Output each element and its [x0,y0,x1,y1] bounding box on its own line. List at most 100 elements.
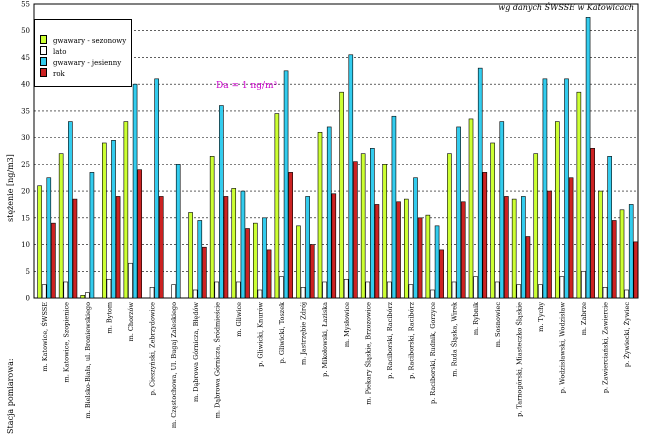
source-note: wg danych ŚWSSE w Katowicach [498,3,634,12]
bar [585,17,591,299]
category-label: p. Mikołowski, Łaziska [321,302,329,377]
legend: gwawary - sezonowy lato gwawary - jesien… [34,19,132,87]
bar [482,172,488,299]
bar [223,196,229,299]
bar [370,148,375,299]
bar [274,113,280,299]
category-label: p. Żywiecki, Żywiec [622,302,631,367]
legend-label: rok [53,70,65,78]
bar [581,270,586,299]
y-tick-label: 30 [21,134,30,142]
bar [387,281,392,299]
legend-swatch [40,46,47,55]
legend-swatch [40,68,47,77]
category-label: p. Raciborski, Racibórz [408,301,416,378]
bar [624,289,629,299]
bar [253,222,258,299]
bar [568,177,574,299]
bars [37,17,639,299]
bar [439,249,444,299]
bar [279,276,284,299]
bar [46,177,52,299]
category-label: m. Bielsko-Biała, ul. Broniewskiego [84,302,92,419]
bar [240,190,246,299]
reference-annotation: Da = 1 ng/m³ [216,81,278,91]
bar [106,278,112,299]
y-tick-label: 35 [21,107,30,115]
bar [547,190,552,299]
bar [396,201,401,299]
bar [451,281,457,299]
category-label: m. Katowice, Szopienice [62,302,70,383]
bar [619,209,625,299]
category-label: m. Tychy [537,302,545,332]
bar [408,284,414,299]
y-tick-label: 15 [21,214,30,222]
category-label: p. Zawierciański, Zawiercie [602,302,610,393]
bar [309,244,315,299]
bar [425,214,431,299]
bar [326,126,332,299]
category-label: m. Sosnowiec [494,302,502,348]
bar [300,287,306,299]
y-tick-label: 20 [21,188,30,196]
bar [288,172,293,299]
bar [633,241,639,299]
bar [430,289,435,299]
bar [80,295,86,299]
bar [132,83,138,299]
bar [576,91,582,299]
bar [115,196,121,299]
y-tick-label: 10 [21,241,30,249]
bar [499,121,505,299]
bar [331,193,337,299]
category-label: p. Gliwicki, Toszek [278,302,286,363]
bar [202,246,207,299]
bar [231,188,237,299]
category-label: p. Cieszyński, Zebrzydowice [149,302,157,395]
bar [521,196,526,299]
bar [262,217,267,299]
bar [360,153,366,299]
bar [236,281,241,299]
bar [188,212,193,299]
category-label: m. Gliwice [235,302,243,337]
bar [417,217,423,299]
bar [348,54,354,299]
bar [245,228,250,299]
bar [490,142,495,299]
bar [339,91,344,299]
category-label: m. Ruda Śląska, Wirek [450,302,459,377]
bar [456,126,461,299]
bar [102,142,107,299]
bar [554,121,560,299]
y-axis-label: stężenie [ng/m3] [6,154,15,222]
y-tick-label: 25 [21,161,30,169]
legend-label: lato [53,48,67,56]
bar [41,284,47,299]
bar [266,249,272,299]
bar [175,164,181,299]
bar [128,262,133,299]
station-footnote: Stacja pomiarowa: [6,358,15,434]
bar [590,148,595,299]
bar [533,153,539,299]
legend-swatch [40,57,47,66]
category-label: m. Chorzów [127,302,135,342]
bar [89,172,95,299]
category-label: m. Mysłowice [343,302,351,347]
category-label: p. Raciborski, Racibórz [386,301,394,378]
bar [85,292,90,299]
bar [511,198,517,299]
category-label: p. Raciborski, Rudnik, Gorzyce [429,302,437,404]
bar [374,204,380,299]
bar [607,156,612,299]
bar [149,287,155,299]
y-tick-label: 0 [26,295,30,303]
bar [158,196,164,299]
y-tick-label: 50 [21,27,30,35]
bar [611,220,617,299]
category-label: m. Dąbrowa Górnicza, Błędów [192,302,200,402]
bar [219,105,224,299]
category-label: m. Dąbrowa Górnicza, Śródmieście [212,302,221,418]
